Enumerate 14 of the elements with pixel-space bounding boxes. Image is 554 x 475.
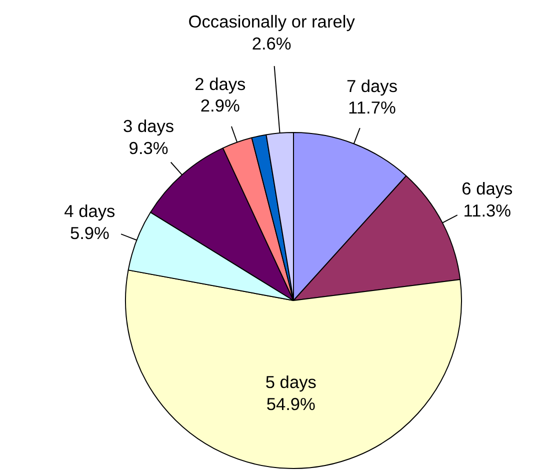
data-label: 2.9% (200, 96, 240, 116)
data-label: 2.6% (252, 34, 292, 54)
slice-label: 3 days (123, 116, 174, 136)
data-label: 54.9% (266, 394, 316, 414)
data-label: 11.3% (463, 200, 512, 220)
data-label: 11.7% (348, 98, 396, 118)
slice-label: 7 days (346, 76, 398, 96)
slice-label: 6 days (462, 178, 514, 199)
slice-label: 2 days (194, 74, 246, 94)
slice-label: 4 days (64, 201, 116, 222)
data-label: 5.9% (70, 222, 110, 243)
data-label: 9.3% (128, 138, 168, 158)
slice-label: Occasionally or rarely (188, 12, 356, 32)
slice-label: 5 days (265, 372, 317, 392)
